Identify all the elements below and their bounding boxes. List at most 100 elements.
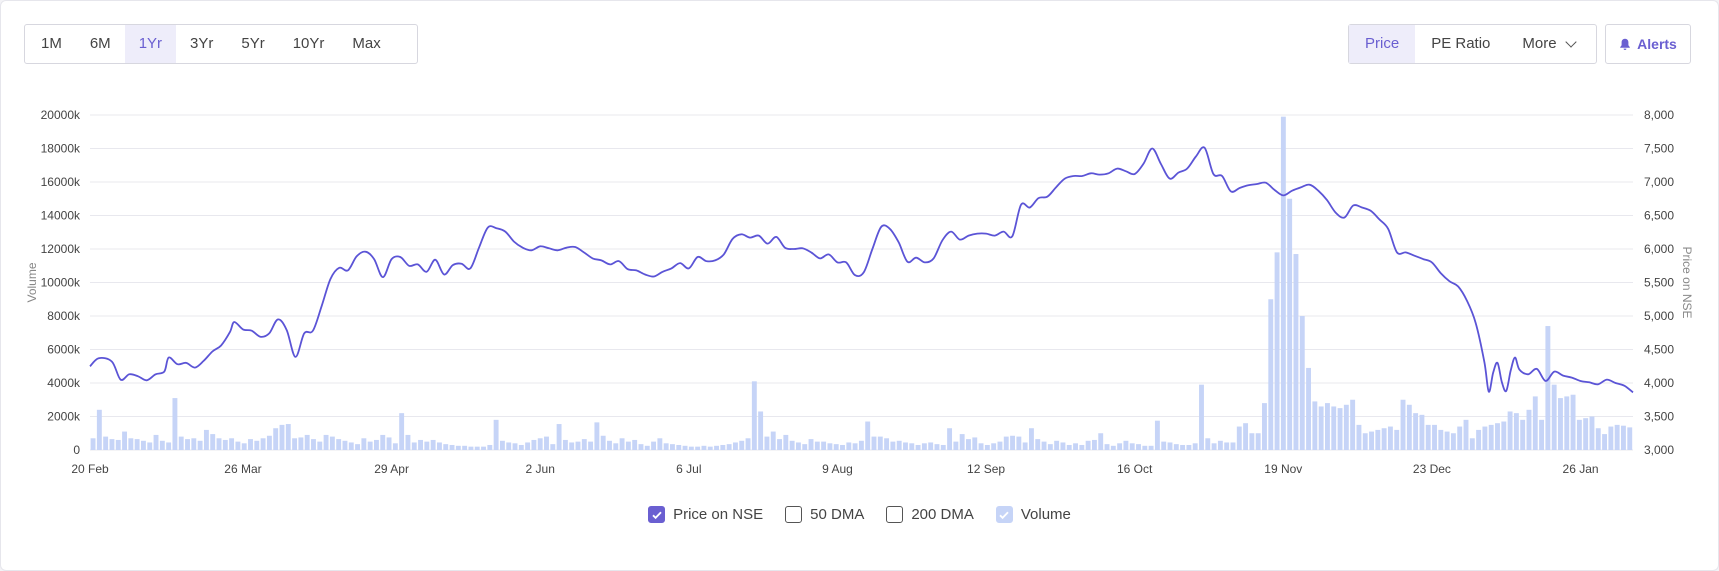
volume-bar	[940, 444, 946, 450]
volume-bar	[1545, 326, 1551, 450]
x-tick-label: 6 Jul	[676, 462, 701, 476]
legend-volume[interactable]: Volume	[995, 506, 1071, 523]
volume-bar	[273, 428, 279, 450]
volume-bar	[1186, 444, 1192, 450]
range-button-1m[interactable]: 1M	[41, 35, 62, 52]
volume-bar	[285, 424, 291, 450]
range-button-1yr[interactable]: 1Yr	[124, 25, 177, 63]
metric-selector: Price PE Ratio More	[1348, 24, 1597, 64]
volume-bar	[1293, 254, 1299, 450]
volume-bar	[166, 442, 172, 450]
volume-bar	[367, 441, 373, 450]
volume-bar	[1066, 444, 1072, 450]
volume-bar	[1129, 443, 1135, 450]
volume-bar	[122, 431, 127, 450]
volume-bar	[399, 413, 405, 450]
volume-bar	[380, 434, 386, 450]
volume-bar	[405, 434, 411, 450]
volume-bar	[531, 439, 537, 450]
volume-bar	[254, 440, 260, 450]
volume-bar	[1413, 413, 1419, 450]
volume-bar	[1469, 438, 1475, 450]
volume-bar	[1325, 403, 1330, 450]
y-left-tick-label: 14000k	[41, 209, 81, 223]
alerts-button[interactable]: Alerts	[1605, 24, 1691, 64]
volume-bar	[1369, 431, 1374, 450]
x-tick-label: 2 Jun	[526, 462, 555, 476]
y-left-tick-label: 2000k	[47, 410, 81, 424]
volume-bar	[1255, 433, 1261, 450]
volume-bar	[1041, 441, 1047, 450]
volume-bar	[1249, 433, 1255, 450]
volume-bar	[1199, 384, 1204, 450]
more-metrics-dropdown[interactable]: More	[1506, 25, 1590, 63]
range-button-6m[interactable]: 6M	[89, 35, 111, 52]
volume-bar	[1576, 419, 1582, 450]
volume-bar	[550, 444, 556, 450]
legend-price-on-nse[interactable]: Price on NSE	[648, 506, 763, 523]
volume-bar	[512, 443, 518, 450]
volume-bar	[1501, 421, 1507, 450]
volume-bar	[1614, 424, 1620, 450]
volume-bar	[449, 444, 455, 450]
range-button-max[interactable]: Max	[352, 35, 381, 52]
volume-bar	[1047, 444, 1053, 450]
pe-ratio-metric-button[interactable]: PE Ratio	[1431, 35, 1491, 52]
volume-bar	[266, 435, 272, 450]
volume-bar	[323, 434, 329, 450]
y-left-tick-label: 12000k	[41, 242, 81, 256]
volume-bar	[317, 441, 323, 450]
volume-bar	[1551, 384, 1557, 450]
volume-bar	[1161, 441, 1167, 450]
volume-bar	[1602, 434, 1608, 450]
range-button-5yr[interactable]: 5Yr	[241, 35, 265, 52]
range-button-10yr[interactable]: 10Yr	[292, 35, 325, 52]
volume-bar	[625, 441, 631, 450]
x-tick-label: 29 Apr	[374, 462, 409, 476]
volume-bar	[1432, 424, 1437, 450]
volume-bar	[128, 438, 134, 450]
volume-bar	[877, 436, 883, 450]
volume-bar	[777, 439, 782, 450]
volume-bar	[676, 444, 682, 450]
volume-bar	[436, 442, 442, 450]
x-tick-label: 19 Nov	[1264, 462, 1302, 476]
price-metric-button[interactable]: Price	[1349, 25, 1416, 63]
x-tick-label: 26 Jan	[1563, 462, 1599, 476]
volume-bar	[619, 438, 625, 450]
volume-bar	[103, 436, 109, 450]
volume-bar	[241, 443, 247, 450]
volume-bar	[172, 398, 178, 450]
x-tick-label: 26 Mar	[224, 462, 261, 476]
volume-bar	[1362, 433, 1368, 450]
volume-bar	[1268, 299, 1274, 450]
legend-200-dma[interactable]: 200 DMA	[886, 506, 974, 523]
volume-bar	[1224, 442, 1230, 450]
volume-bar	[1476, 429, 1482, 450]
volume-bar	[562, 439, 568, 450]
volume-bar	[953, 441, 959, 450]
volume-bar	[1079, 444, 1085, 450]
volume-bar	[795, 442, 801, 450]
volume-bar	[991, 443, 997, 450]
volume-bar	[292, 438, 298, 450]
volume-bar	[1073, 443, 1078, 450]
volume-bar	[361, 438, 367, 450]
range-button-3yr[interactable]: 3Yr	[190, 35, 214, 52]
volume-bar	[1028, 428, 1034, 450]
volume-bar	[732, 442, 738, 450]
volume-bar	[884, 438, 890, 450]
volume-bar	[1035, 439, 1041, 450]
volume-bar	[1054, 440, 1060, 450]
volume-bar	[802, 444, 808, 450]
legend-label: Volume	[1020, 506, 1071, 523]
y-left-tick-label: 18000k	[41, 142, 81, 156]
legend-label: Price on NSE	[673, 506, 764, 523]
volume-bar	[430, 439, 436, 450]
volume-bar	[537, 438, 543, 450]
volume-bar	[726, 444, 732, 450]
legend-50-dma[interactable]: 50 DMA	[785, 506, 864, 523]
volume-bar	[871, 436, 877, 450]
volume-bar	[814, 441, 820, 450]
volume-bar	[1400, 399, 1406, 450]
